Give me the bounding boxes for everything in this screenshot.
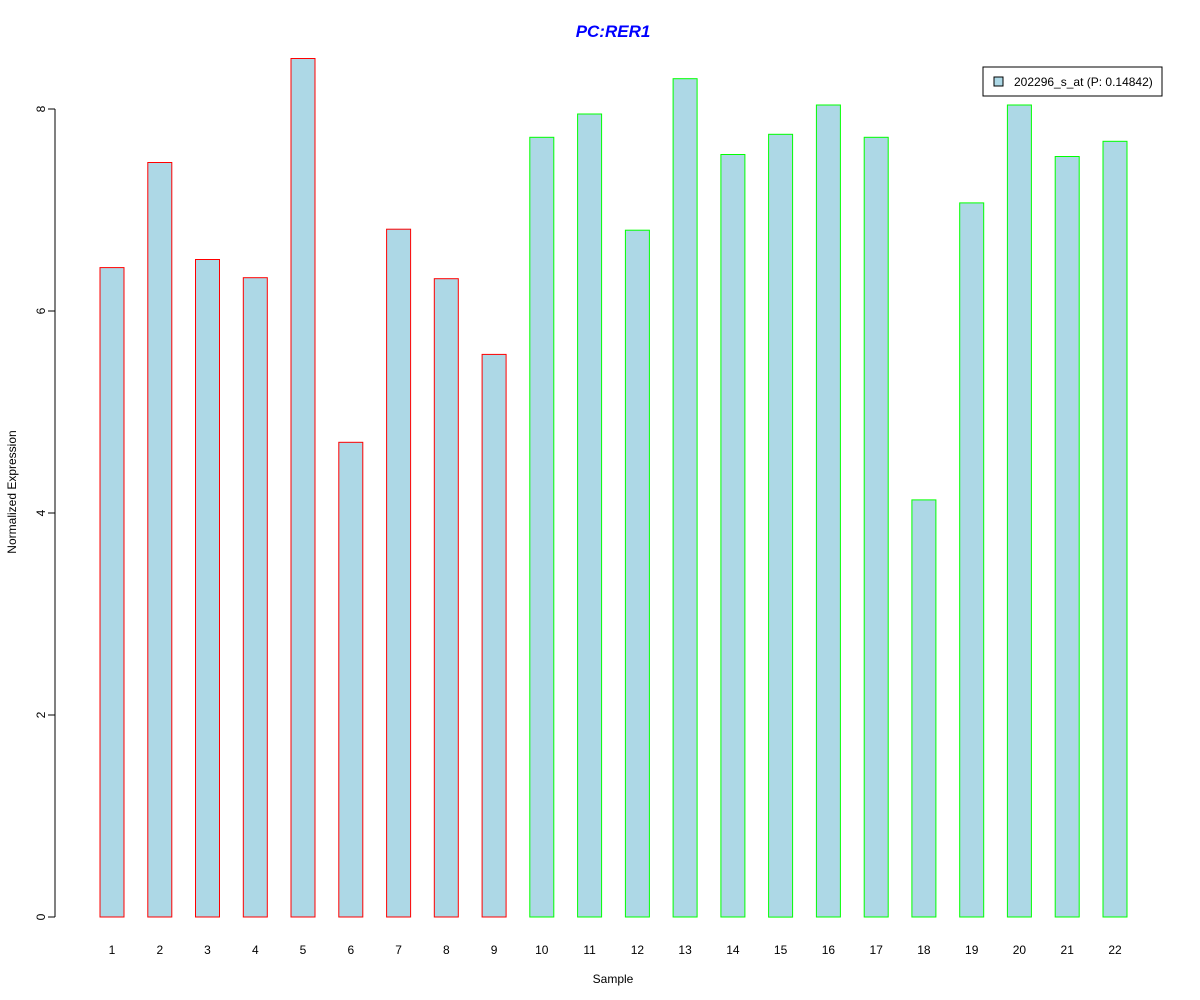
x-tick-label: 15 [774,943,788,957]
bar-sample-6 [338,441,364,918]
x-tick-label: 1 [109,943,116,957]
bar-sample-18 [911,499,937,918]
bar-sample-4 [242,277,268,918]
bar-sample-1 [99,267,125,918]
bar-sample-2 [147,162,173,918]
y-tick-label: 4 [34,509,48,516]
x-tick-label: 4 [252,943,259,957]
chart-title: PC:RER1 [576,22,651,41]
x-tick-label: 16 [822,943,836,957]
x-tick-label: 8 [443,943,450,957]
bar-sample-10 [529,136,555,918]
x-tick-label: 14 [726,943,740,957]
legend-label: 202296_s_at (P: 0.14842) [1014,75,1153,89]
bar-sample-8 [433,278,459,918]
bar-sample-16 [815,104,841,918]
x-axis-label: Sample [593,972,634,986]
bar-sample-21 [1054,156,1080,918]
bar-sample-7 [386,228,412,918]
y-axis: 0 2 4 6 8 [34,105,56,920]
bar-sample-14 [720,154,746,918]
x-tick-label: 10 [535,943,549,957]
x-tick-label: 3 [204,943,211,957]
bar-sample-13 [672,78,698,918]
x-tick-label: 22 [1108,943,1122,957]
y-tick-label: 8 [34,105,48,112]
y-tick-label: 6 [34,307,48,314]
x-tick-label: 13 [678,943,692,957]
bar-sample-5 [290,58,316,918]
x-tick-label: 18 [917,943,931,957]
y-tick-label: 2 [34,711,48,718]
legend-swatch [993,76,1004,87]
bar-sample-17 [863,136,889,918]
x-tick-label: 17 [870,943,884,957]
x-tick-label: 11 [583,943,596,957]
legend: 202296_s_at (P: 0.14842) [982,66,1163,97]
bar-sample-12 [624,229,650,918]
bar-sample-15 [768,133,794,918]
bar-sample-20 [1006,104,1032,918]
y-axis-label: Normalized Expression [5,430,19,553]
x-tick-label: 21 [1061,943,1075,957]
x-tick-label: 6 [347,943,354,957]
x-tick-label: 5 [300,943,307,957]
bar-sample-9 [481,353,507,918]
x-tick-label: 12 [631,943,645,957]
x-tick-label: 20 [1013,943,1027,957]
y-tick-label: 0 [34,913,48,920]
x-tick-label: 19 [965,943,979,957]
bars [99,58,1128,918]
bar-sample-11 [577,113,603,918]
x-tick-labels: 1 2 3 4 5 6 7 8 9 10 11 12 13 14 15 16 17 18 19 20 21 22 [109,943,1122,957]
x-tick-label: 2 [156,943,163,957]
bar-sample-3 [195,259,220,918]
bar-sample-22 [1102,140,1128,918]
legend-box [982,66,1163,97]
bar-sample-19 [959,202,985,918]
x-tick-label: 9 [491,943,498,957]
x-tick-label: 7 [395,943,402,957]
